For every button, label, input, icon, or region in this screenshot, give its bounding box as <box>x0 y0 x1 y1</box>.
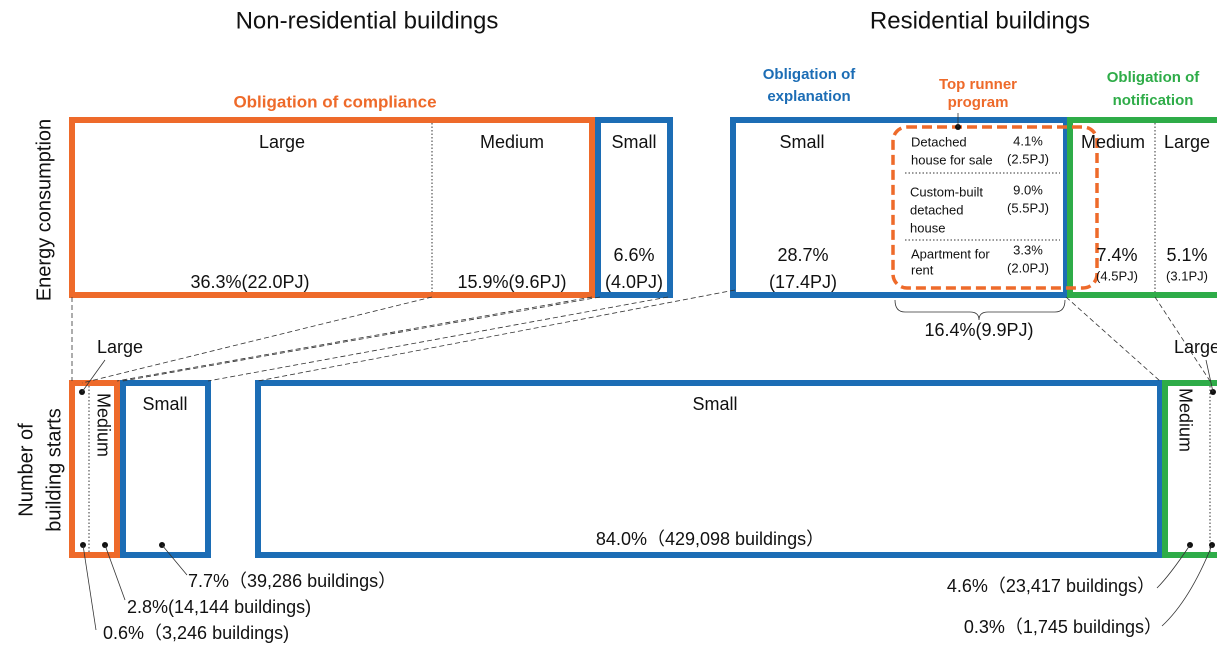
axis-label: Energy consumption <box>33 119 55 301</box>
box-label: Large <box>1174 337 1217 357</box>
top-runner-value: 9.0% <box>1013 182 1043 197</box>
box-label: Medium <box>1081 132 1145 152</box>
connectors <box>71 289 1211 384</box>
callout: 0.6%（3,246 buildings) <box>103 623 289 643</box>
box-value: 6.6% <box>613 245 654 265</box>
callout: 4.6%（23,417 buildings） <box>947 576 1155 596</box>
explanation-box <box>730 117 1069 298</box>
callout: 0.3%（1,745 buildings） <box>964 617 1162 637</box>
title: Residential buildings <box>870 7 1090 34</box>
group-label: program <box>948 94 1009 111</box>
box-value: (17.4PJ) <box>769 272 837 292</box>
compliance-box <box>69 380 120 558</box>
box-value: (3.1PJ) <box>1166 268 1208 283</box>
callout: 84.0%（429,098 buildings） <box>596 529 824 549</box>
callout-leaders <box>79 359 1216 631</box>
box-value: 15.9%(9.6PJ) <box>457 272 566 292</box>
box-value: 28.7% <box>777 245 828 265</box>
line <box>1156 544 1191 589</box>
title: Non-residential buildings <box>236 7 499 34</box>
line <box>122 296 601 382</box>
line <box>81 359 106 393</box>
top-runner-value: 3.3% <box>1013 242 1043 257</box>
line <box>1205 359 1214 393</box>
box-value: 5.1% <box>1166 245 1207 265</box>
group-label: Obligation of <box>763 66 856 83</box>
line <box>82 544 97 631</box>
explanation-box <box>255 380 1163 558</box>
box-value: 7.4% <box>1096 245 1137 265</box>
top-runner-label: rent <box>911 262 934 277</box>
top-runner-label: detached <box>910 202 964 217</box>
brace-label: 16.4%(9.9PJ) <box>924 320 1033 340</box>
notification-box <box>1067 117 1217 298</box>
line <box>1161 544 1213 627</box>
shapes <box>69 113 1217 631</box>
box-label: Medium <box>1175 388 1195 452</box>
line <box>257 289 736 382</box>
box-value: 36.3%(22.0PJ) <box>190 272 309 292</box>
box-label: Small <box>692 394 737 414</box>
compliance-box <box>69 117 595 298</box>
line <box>1154 296 1211 382</box>
top-runner-value: (2.0PJ) <box>1007 260 1049 275</box>
brace <box>894 299 1066 321</box>
axis-label: building starts <box>43 408 65 531</box>
axis-label: Number of <box>15 423 37 517</box>
top-runner-label: house <box>910 220 945 235</box>
group-label: Obligation of compliance <box>233 92 436 111</box>
box-label: Medium <box>93 393 113 457</box>
explanation-box <box>120 380 211 558</box>
box-label: Small <box>611 132 656 152</box>
callout: 7.7%（39,286 buildings） <box>188 571 396 591</box>
box-label: Large <box>97 337 143 357</box>
line <box>161 544 188 576</box>
line <box>81 296 433 384</box>
line <box>104 544 126 601</box>
group-label: notification <box>1113 92 1194 109</box>
top-runner-box <box>891 125 1099 290</box>
line <box>1065 296 1161 382</box>
box-label: Small <box>142 394 187 414</box>
top-runner-value: (2.5PJ) <box>1007 151 1049 166</box>
callout: 2.8%(14,144 buildings) <box>127 597 311 617</box>
group-label: Top runner <box>939 76 1017 93</box>
box-value: (4.5PJ) <box>1096 268 1138 283</box>
top-runner-label: Apartment for <box>911 246 990 261</box>
top-runner-label: house for sale <box>911 152 993 167</box>
box-label: Large <box>1164 132 1210 152</box>
explanation-box <box>595 117 673 298</box>
box-value: (4.0PJ) <box>605 272 663 292</box>
top-runner-label: Custom-built <box>910 184 983 199</box>
line <box>116 296 593 382</box>
top-runner-value: 4.1% <box>1013 133 1043 148</box>
group-label: explanation <box>767 88 850 105</box>
top-runner-label: Detached <box>911 134 967 149</box>
group-label: Obligation of <box>1107 69 1200 86</box>
top-runner-value: (5.5PJ) <box>1007 200 1049 215</box>
box-label: Large <box>259 132 305 152</box>
line <box>207 296 669 382</box>
notification-box <box>1162 380 1217 558</box>
box-label: Small <box>779 132 824 152</box>
box-label: Medium <box>480 132 544 152</box>
